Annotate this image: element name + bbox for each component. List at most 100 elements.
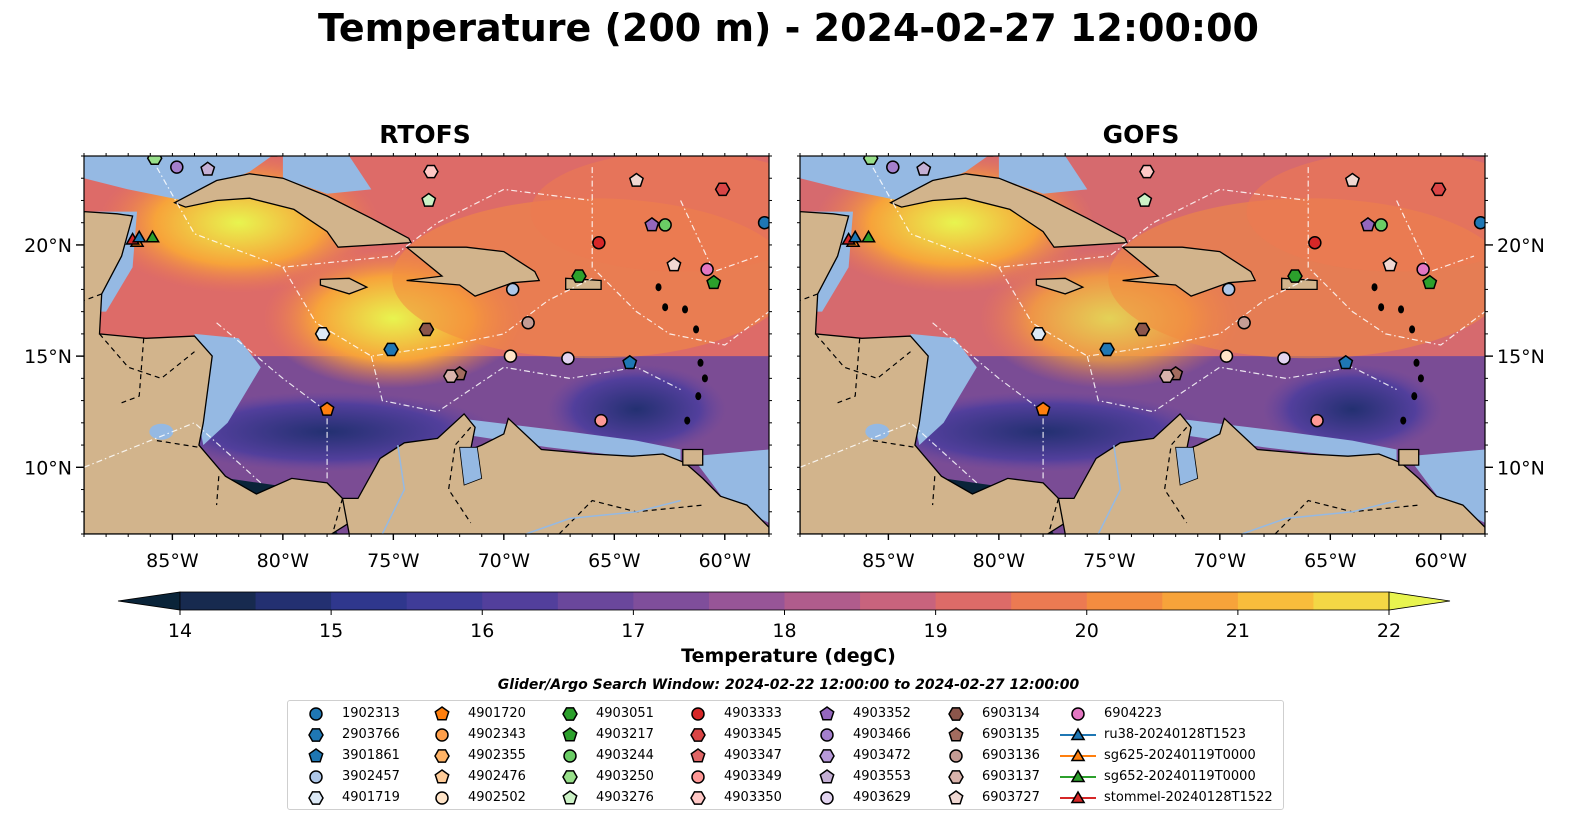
colorbar-segment [935,592,1012,610]
station-marker [170,160,184,174]
legend-marker [948,770,964,784]
legend-marker [1060,790,1096,804]
lon-tick-label: 85°W [862,550,915,572]
map-panel-rtofs: 85°W 80°W 75°W 70°W 65°W 60°W 20°N 15°N 10°N [24,153,772,572]
panel-title-rtofs: RTOFS [379,120,471,149]
legend-marker [949,749,963,763]
lat-tick-label: 10°N [24,457,72,479]
legend-label: 3902457 [342,769,400,784]
lake-maracaibo [1175,446,1199,486]
eez-line-5 [84,422,262,484]
legend-label: 4903466 [853,727,911,742]
island-5 [662,303,669,312]
island-7 [1371,283,1378,292]
legend-marker [1060,748,1096,762]
legend-symbol [434,749,450,763]
legend-marker [434,706,450,721]
station-marker [314,327,331,341]
station-marker [131,229,147,243]
island-2 [701,374,708,383]
colorbar-segment [1086,592,1163,610]
colorbar-tick-label: 17 [621,620,645,642]
station-marker [1158,369,1175,383]
legend-marker [434,769,450,784]
legend-marker [435,791,449,805]
legend-marker [819,749,835,763]
land-hispaniola [1120,246,1257,297]
legend-symbol [1070,790,1086,804]
colorbar-segment [708,592,785,610]
legend-label: 4902343 [468,727,526,742]
colorbar-segment [255,592,332,610]
lake-nicaragua [149,423,174,440]
legend-marker [820,728,834,742]
eez-line-1 [998,266,1309,357]
lon-tick-label: 80°W [973,550,1026,572]
eez-line-6 [680,200,759,273]
border-line-0 [84,293,102,302]
station-marker [1137,192,1153,207]
station-marker [666,257,682,272]
station-marker [1382,257,1398,272]
colorbar-segment [633,592,710,610]
legend-marker [308,728,324,742]
legend-label: 4903250 [596,769,654,784]
land-south-america [1057,412,1485,534]
legend-symbol [690,791,706,805]
legend-symbol [820,791,834,805]
legend-symbol [308,728,324,742]
legend-label: 4903217 [596,727,654,742]
panel-title-gofs: GOFS [1102,120,1180,149]
lon-tick-label: 85°W [146,550,199,572]
eez-line-2 [1086,355,1397,413]
legend-marker [563,749,577,763]
station-marker [628,172,644,187]
legend-marker [308,748,324,763]
legend-label: 4903553 [853,769,911,784]
lat-tick-label: 15°N [24,346,72,368]
lon-tick-label: 75°W [367,550,420,572]
map-frame [83,155,770,535]
lon-tick-label: 70°W [1194,550,1247,572]
colorbar-segment [406,592,483,610]
station-marker [442,369,459,383]
colorbar-label: Temperature (degC) [681,645,896,667]
legend-marker [819,706,835,721]
colorbar-tick-label: 18 [772,620,796,642]
main-title: Temperature (200 m) - 2024-02-27 12:00:0… [317,6,1259,50]
legend: 1902313 2903766 3901861 3902457 4901719 49017… [287,700,1284,810]
border-line-2 [872,440,915,448]
station-marker [503,349,518,363]
cold-eddy-east [546,364,727,455]
colorbar-segment [1011,592,1088,610]
warm-band-ne [1246,156,1485,272]
station-marker [700,262,714,277]
legend-marker [562,790,578,805]
lon-tick-label: 80°W [257,550,310,572]
legend-marker [1071,707,1085,721]
station-marker [592,235,606,250]
station-marker [1287,269,1303,283]
land-cuba [173,173,413,248]
station-marker [1139,164,1155,179]
shelf-gulf [800,156,988,201]
legend-symbol [562,770,578,784]
station-marker [418,322,435,337]
island-7 [655,283,662,292]
station-marker [421,192,437,207]
legend-label: 6903136 [982,748,1040,763]
eez-line-4 [1307,167,1485,346]
legend-label: 6903135 [982,727,1040,742]
shelf-bahamas [998,156,1088,194]
legend-label: 6904223 [1104,706,1162,721]
eez-line-2 [370,355,681,413]
legend-marker [819,769,835,784]
legend-marker [691,770,705,784]
legend-marker [948,790,964,805]
lon-tick-label: 65°W [588,550,641,572]
lon-tick-label: 65°W [1304,550,1357,572]
station-marker [1277,351,1291,366]
lon-tick-label: 60°W [699,550,752,572]
station-marker [571,269,587,283]
legend-label: sg625-20240119T0000 [1104,748,1256,763]
